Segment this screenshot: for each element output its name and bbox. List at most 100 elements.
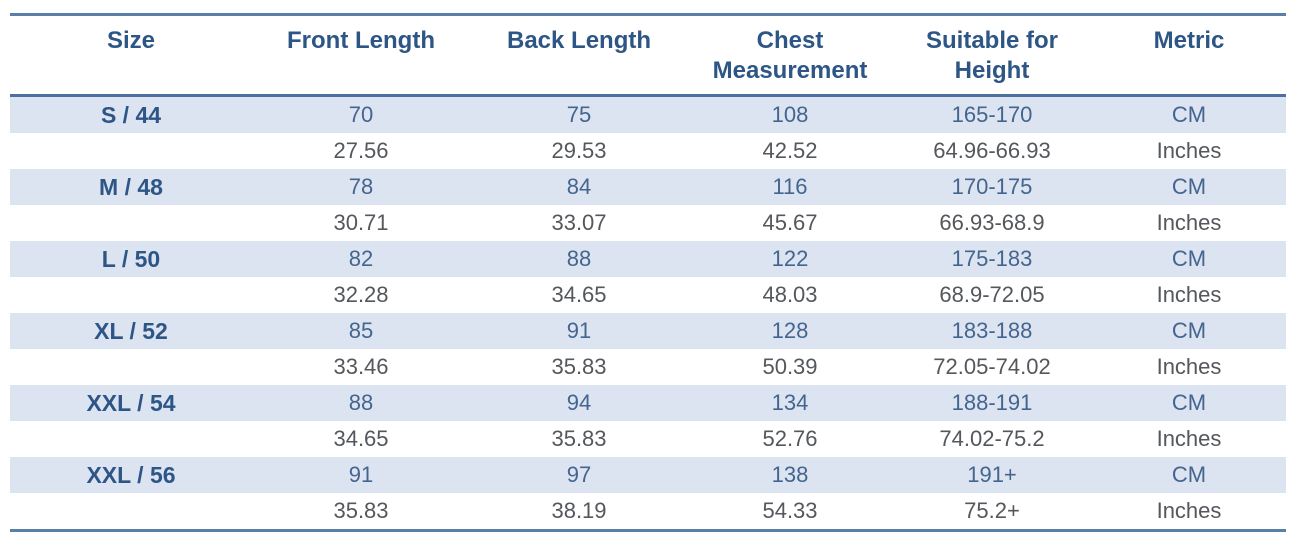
table-row: 35.83 38.19 54.33 75.2+ Inches bbox=[10, 493, 1286, 531]
table-row: 30.71 33.07 45.67 66.93-68.9 Inches bbox=[10, 205, 1286, 241]
size-cell: XL / 52 bbox=[94, 317, 168, 344]
column-header-metric: Metric bbox=[1092, 15, 1286, 96]
suitable-height-cell: 74.02-75.2 bbox=[939, 426, 1045, 451]
suitable-height-cell: 183-188 bbox=[951, 318, 1033, 343]
chest-measurement-cell: 108 bbox=[771, 102, 809, 127]
table-body: S / 44 70 75 108 165-170 CM 27.56 29.53 … bbox=[10, 95, 1286, 531]
front-length-cell: 35.83 bbox=[333, 498, 389, 523]
header-line: Height bbox=[954, 57, 1030, 84]
metric-cell: Inches bbox=[1156, 282, 1222, 307]
table-header: Size Front Length Back Length Chest Measu… bbox=[10, 15, 1286, 96]
table-row: XXL / 54 88 94 134 188-191 CM bbox=[10, 385, 1286, 421]
size-cell: XXL / 54 bbox=[86, 389, 176, 416]
suitable-height-cell: 64.96-66.93 bbox=[933, 138, 1051, 163]
column-header-back-length: Back Length bbox=[470, 15, 688, 96]
header-line: Metric bbox=[1153, 27, 1225, 54]
size-cell bbox=[10, 133, 252, 169]
back-length-cell: 94 bbox=[566, 390, 592, 415]
header-line: Chest bbox=[756, 27, 824, 54]
front-length-cell: 33.46 bbox=[333, 354, 389, 379]
size-cell: L / 50 bbox=[101, 245, 161, 272]
back-length-cell: 84 bbox=[566, 174, 592, 199]
table-row: 27.56 29.53 42.52 64.96-66.93 Inches bbox=[10, 133, 1286, 169]
metric-cell: CM bbox=[1171, 390, 1207, 415]
metric-cell: CM bbox=[1171, 318, 1207, 343]
metric-cell: CM bbox=[1171, 174, 1207, 199]
table-row: L / 50 82 88 122 175-183 CM bbox=[10, 241, 1286, 277]
metric-cell: CM bbox=[1171, 462, 1207, 487]
table-row: S / 44 70 75 108 165-170 CM bbox=[10, 95, 1286, 133]
front-length-cell: 91 bbox=[348, 462, 374, 487]
header-line: Back Length bbox=[506, 27, 652, 54]
chest-measurement-cell: 52.76 bbox=[762, 426, 818, 451]
chest-measurement-cell: 128 bbox=[771, 318, 809, 343]
metric-cell: Inches bbox=[1156, 354, 1222, 379]
chest-measurement-cell: 134 bbox=[771, 390, 809, 415]
size-cell: S / 44 bbox=[100, 101, 162, 128]
suitable-height-cell: 188-191 bbox=[951, 390, 1033, 415]
table-row: 34.65 35.83 52.76 74.02-75.2 Inches bbox=[10, 421, 1286, 457]
front-length-cell: 78 bbox=[348, 174, 374, 199]
size-cell bbox=[10, 349, 252, 385]
chest-measurement-cell: 54.33 bbox=[762, 498, 818, 523]
header-line: Size bbox=[106, 27, 156, 54]
suitable-height-cell: 170-175 bbox=[951, 174, 1033, 199]
front-length-cell: 32.28 bbox=[333, 282, 389, 307]
back-length-cell: 35.83 bbox=[551, 354, 607, 379]
size-chart: Size Front Length Back Length Chest Measu… bbox=[10, 13, 1286, 532]
table-row: XL / 52 85 91 128 183-188 CM bbox=[10, 313, 1286, 349]
chest-measurement-cell: 45.67 bbox=[762, 210, 818, 235]
metric-cell: CM bbox=[1171, 102, 1207, 127]
table-row: XXL / 56 91 97 138 191+ CM bbox=[10, 457, 1286, 493]
column-header-suitable-for-height: Suitable for Height bbox=[892, 15, 1092, 96]
suitable-height-cell: 191+ bbox=[967, 462, 1017, 487]
chest-measurement-cell: 116 bbox=[772, 174, 808, 199]
front-length-cell: 34.65 bbox=[333, 426, 389, 451]
back-length-cell: 33.07 bbox=[551, 210, 607, 235]
suitable-height-cell: 165-170 bbox=[951, 102, 1033, 127]
front-length-cell: 82 bbox=[348, 246, 374, 271]
metric-cell: Inches bbox=[1156, 426, 1222, 451]
front-length-cell: 85 bbox=[348, 318, 374, 343]
size-cell: XXL / 56 bbox=[86, 461, 176, 488]
back-length-cell: 75 bbox=[566, 102, 592, 127]
header-row: Size Front Length Back Length Chest Measu… bbox=[10, 15, 1286, 96]
table-row: 33.46 35.83 50.39 72.05-74.02 Inches bbox=[10, 349, 1286, 385]
column-header-front-length: Front Length bbox=[252, 15, 470, 96]
front-length-cell: 70 bbox=[348, 102, 374, 127]
back-length-cell: 35.83 bbox=[551, 426, 607, 451]
back-length-cell: 91 bbox=[566, 318, 592, 343]
table-row: 32.28 34.65 48.03 68.9-72.05 Inches bbox=[10, 277, 1286, 313]
front-length-cell: 88 bbox=[348, 390, 374, 415]
chest-measurement-cell: 48.03 bbox=[762, 282, 818, 307]
back-length-cell: 34.65 bbox=[551, 282, 607, 307]
chest-measurement-cell: 50.39 bbox=[762, 354, 818, 379]
column-header-size: Size bbox=[10, 15, 252, 96]
size-cell bbox=[10, 421, 252, 457]
size-cell bbox=[10, 205, 252, 241]
metric-cell: CM bbox=[1171, 246, 1207, 271]
chest-measurement-cell: 138 bbox=[771, 462, 809, 487]
metric-cell: Inches bbox=[1156, 498, 1222, 523]
metric-cell: Inches bbox=[1156, 210, 1222, 235]
suitable-height-cell: 175-183 bbox=[951, 246, 1033, 271]
back-length-cell: 97 bbox=[566, 462, 592, 487]
header-line: Measurement bbox=[712, 57, 868, 84]
table-row: M / 48 78 84 116 170-175 CM bbox=[10, 169, 1286, 205]
suitable-height-cell: 66.93-68.9 bbox=[939, 210, 1045, 235]
size-chart-table: Size Front Length Back Length Chest Measu… bbox=[10, 13, 1286, 532]
front-length-cell: 30.71 bbox=[333, 210, 389, 235]
suitable-height-cell: 68.9-72.05 bbox=[939, 282, 1045, 307]
size-cell: M / 48 bbox=[99, 173, 163, 200]
front-length-cell: 27.56 bbox=[333, 138, 389, 163]
back-length-cell: 38.19 bbox=[551, 498, 607, 523]
suitable-height-cell: 75.2+ bbox=[964, 498, 1020, 523]
header-line: Front Length bbox=[287, 27, 435, 54]
suitable-height-cell: 72.05-74.02 bbox=[933, 354, 1051, 379]
chest-measurement-cell: 122 bbox=[771, 246, 809, 271]
column-header-chest-measurement: Chest Measurement bbox=[688, 15, 892, 96]
metric-cell: Inches bbox=[1156, 138, 1222, 163]
back-length-cell: 88 bbox=[566, 246, 592, 271]
back-length-cell: 29.53 bbox=[551, 138, 607, 163]
size-cell bbox=[10, 493, 252, 531]
